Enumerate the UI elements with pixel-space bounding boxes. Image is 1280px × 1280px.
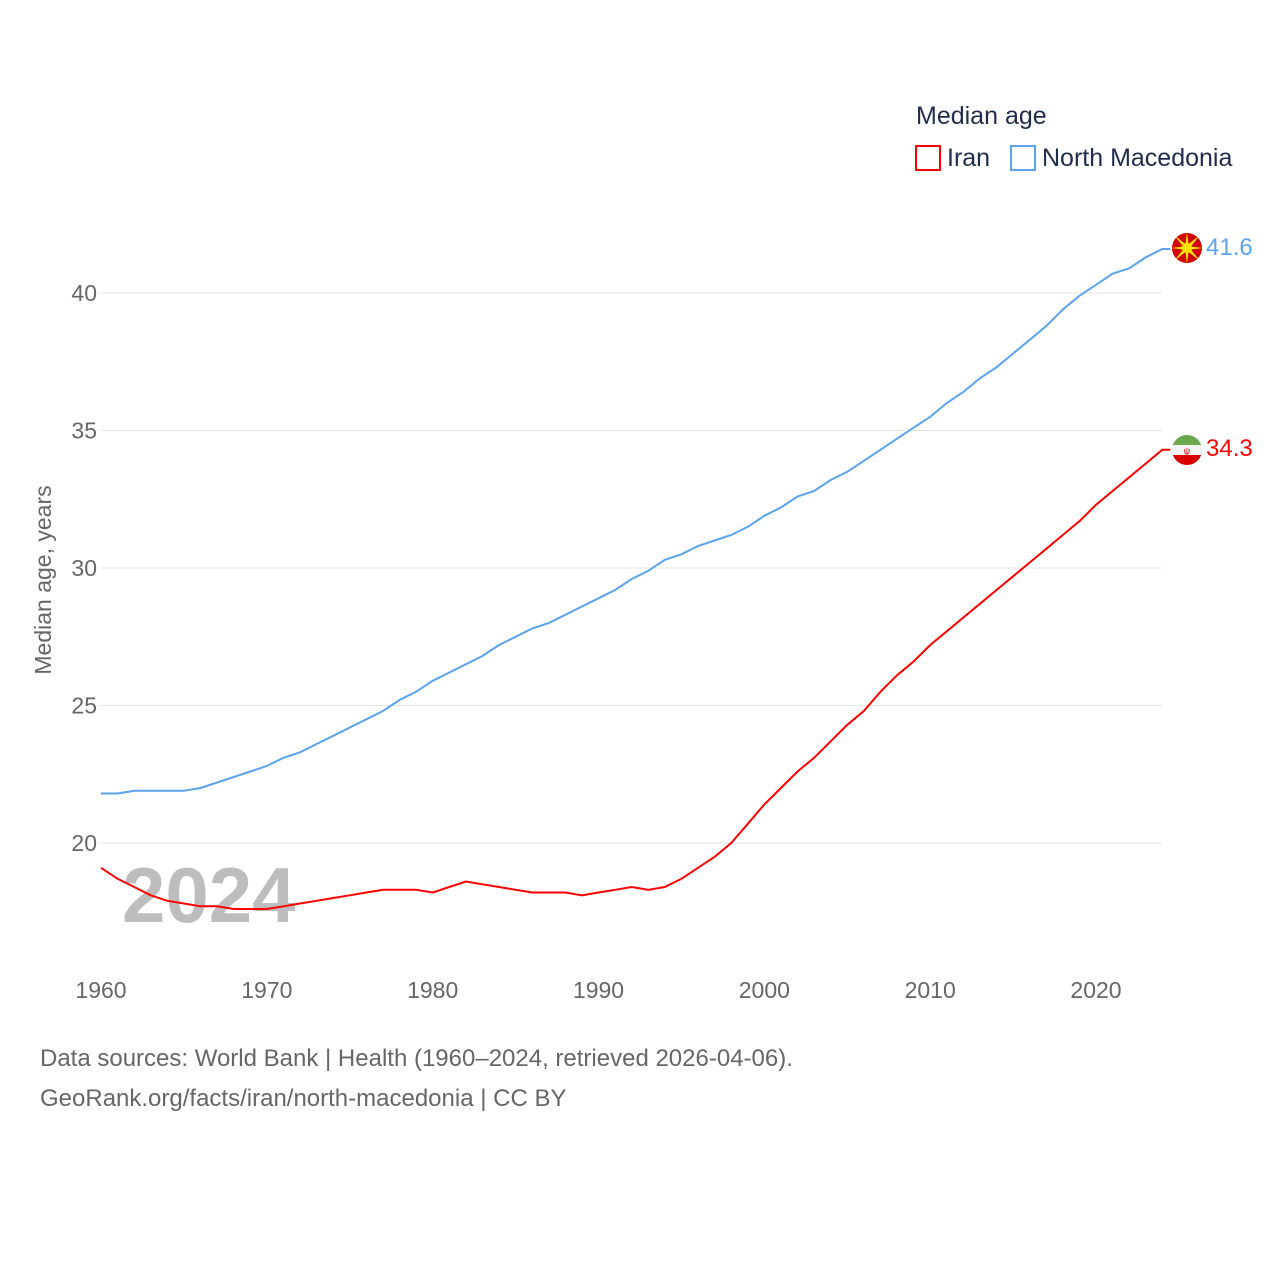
legend-swatch-iran[interactable] bbox=[915, 145, 941, 171]
y-tick-label: 30 bbox=[71, 555, 97, 581]
legend-swatch-north-macedonia[interactable] bbox=[1010, 145, 1036, 171]
x-tick-label: 1990 bbox=[573, 977, 624, 1003]
iran-flag-icon: ψ bbox=[1172, 435, 1202, 465]
y-tick-label: 40 bbox=[71, 280, 97, 306]
y-tick-label: 20 bbox=[71, 830, 97, 856]
legend-label-north-macedonia[interactable]: North Macedonia bbox=[1042, 144, 1232, 172]
x-tick-label: 2020 bbox=[1070, 977, 1121, 1003]
attribution-link[interactable]: GeoRank.org/facts/iran/north-macedonia |… bbox=[40, 1085, 567, 1112]
series-line-iran[interactable] bbox=[100, 448, 1171, 910]
y-tick-label: 25 bbox=[71, 693, 97, 719]
end-label-iran: 34.3 bbox=[1206, 435, 1253, 462]
series-line-north-macedonia[interactable] bbox=[101, 248, 1171, 795]
y-axis-label: Median age, years bbox=[30, 485, 56, 674]
x-tick-label: 1960 bbox=[75, 977, 126, 1003]
legend-title: Median age bbox=[916, 102, 1047, 130]
data-sources-note: Data sources: World Bank | Health (1960–… bbox=[40, 1045, 793, 1072]
x-tick-label: 1980 bbox=[407, 977, 458, 1003]
x-tick-label: 1970 bbox=[241, 977, 292, 1003]
y-tick-label: 35 bbox=[71, 418, 97, 444]
x-tick-label: 2010 bbox=[905, 977, 956, 1003]
end-label-north-macedonia: 41.6 bbox=[1206, 234, 1253, 261]
svg-text:ψ: ψ bbox=[1184, 446, 1190, 456]
north-macedonia-flag-icon bbox=[1172, 233, 1202, 263]
x-tick-label: 2000 bbox=[739, 977, 790, 1003]
legend-label-iran[interactable]: Iran bbox=[947, 144, 990, 172]
